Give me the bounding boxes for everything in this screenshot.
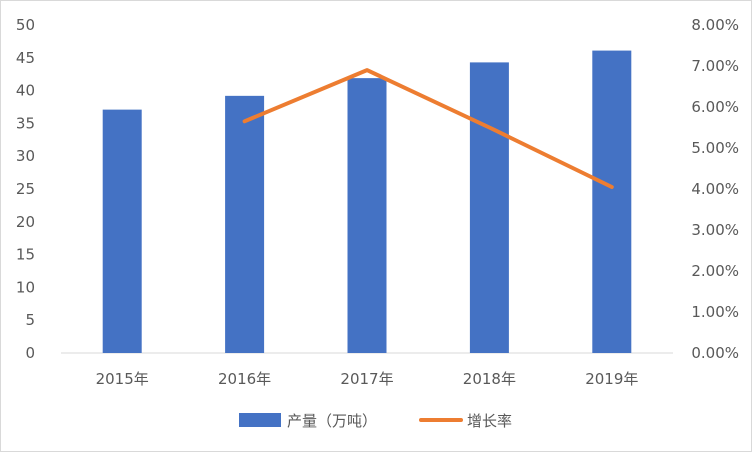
x-tick-label: 2018年 (463, 370, 516, 388)
left-tick-label: 35 (16, 114, 35, 132)
left-tick-label: 15 (16, 246, 35, 264)
right-tick-label: 7.00% (691, 57, 739, 75)
x-tick-label: 2015年 (96, 370, 149, 388)
line-series-growth-rate (242, 68, 614, 189)
left-tick-label: 20 (16, 213, 35, 231)
left-tick-label: 5 (25, 311, 35, 329)
x-tick-label: 2019年 (585, 370, 638, 388)
legend: 产量（万吨） 增长率 (239, 412, 512, 430)
right-tick-label: 5.00% (691, 139, 739, 157)
legend-bar-swatch (239, 413, 281, 427)
bar-2017年 (347, 78, 387, 354)
right-tick-label: 2.00% (691, 262, 739, 280)
bar-2018年 (469, 62, 509, 353)
right-tick-label: 6.00% (691, 98, 739, 116)
bar-2015年 (102, 109, 142, 354)
right-tick-label: 1.00% (691, 303, 739, 321)
x-tick-label: 2016年 (218, 370, 271, 388)
left-tick-label: 10 (16, 278, 35, 296)
right-axis-tick-labels: 0.00% 1.00% 2.00% 3.00% 4.00% 5.00% 6.00% 7.00%… (691, 16, 739, 362)
right-tick-label: 8.00% (691, 16, 739, 34)
x-axis-tick-labels: 2015年 2016年 2017年 2018年 2019年 (96, 370, 639, 388)
bar-2019年 (592, 50, 632, 354)
right-tick-label: 0.00% (691, 344, 739, 362)
left-tick-label: 40 (16, 82, 35, 100)
bar-series-production (102, 50, 632, 354)
legend-label-growth-rate: 增长率 (467, 412, 512, 430)
right-tick-label: 4.00% (691, 180, 739, 198)
legend-label-production: 产量（万吨） (287, 412, 377, 430)
left-tick-label: 30 (16, 147, 35, 165)
left-axis-tick-labels: 0 5 10 15 20 25 30 35 40 45 50 (16, 16, 35, 362)
left-tick-label: 50 (16, 16, 35, 34)
right-tick-label: 3.00% (691, 221, 739, 239)
left-tick-label: 45 (16, 49, 35, 67)
left-tick-label: 25 (16, 180, 35, 198)
bar-2016年 (225, 95, 265, 354)
x-tick-label: 2017年 (340, 370, 393, 388)
left-tick-label: 0 (25, 344, 35, 362)
